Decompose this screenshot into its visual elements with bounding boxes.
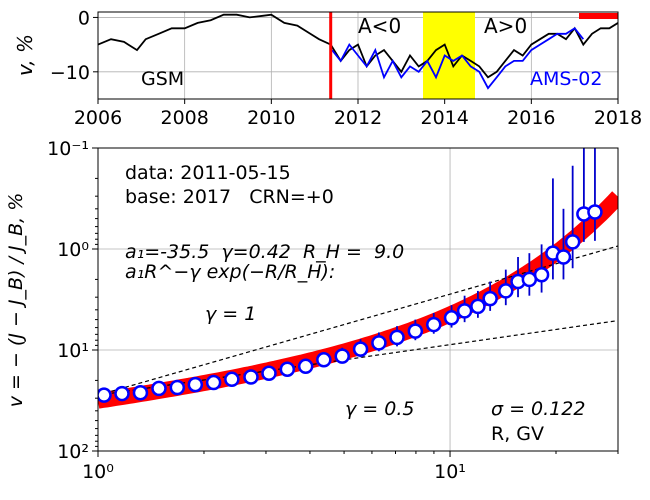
data-point	[132, 384, 149, 401]
series-line-ams-02	[331, 27, 585, 90]
legend-ams02: AMS-02	[530, 68, 602, 90]
info-params: a₁=-35.5 γ=0.42 R_H = 9.0	[125, 241, 404, 263]
bottom-x-tick-label: 10¹	[434, 461, 466, 483]
data-point	[224, 371, 240, 388]
data-point	[114, 385, 130, 402]
label-sigma: σ = 0.122	[491, 398, 585, 420]
bottom-x-tick-label: 10⁰	[82, 461, 114, 483]
guide-line-gamma-0.5	[98, 319, 618, 396]
data-point	[187, 376, 204, 393]
guide-line-gamma-1	[98, 245, 618, 396]
label-neg-polarity: A<0	[358, 14, 401, 38]
data-point	[352, 341, 369, 357]
rigidity-spectrum-panel: 10⁰ 10¹ 10⁻¹ 10⁰ 10¹ 10² v = − (J − J_B) / J_…	[5, 138, 619, 483]
top-ylabel: v, %	[13, 34, 37, 76]
label-gamma-0.5: γ = 0.5	[345, 398, 414, 420]
label-pos-polarity: A>0	[484, 14, 527, 38]
info-base: base: 2017 CRN=+0	[125, 186, 334, 208]
top-x-tick-label: 2008	[160, 107, 208, 129]
data-point	[316, 352, 332, 368]
top-x-tick-label: 2018	[594, 107, 642, 129]
bottom-y-tick-label: 10¹	[57, 340, 89, 362]
data-point	[456, 303, 473, 319]
data-point	[426, 316, 442, 333]
top-x-tick-label: 2006	[74, 107, 122, 129]
time-series-panel: 2006 2008 2010 2012 2014 2016 2018 0 −10 v, % A<…	[13, 7, 642, 129]
info-formula: a₁R^−γ exp(−R/R_H):	[125, 261, 335, 283]
data-point	[498, 283, 514, 299]
bottom-y-tick-label: 10⁰	[57, 239, 89, 261]
data-point	[470, 298, 486, 315]
base-period-bar	[579, 13, 618, 19]
top-x-tick-label: 2016	[507, 107, 555, 129]
data-point	[169, 379, 186, 396]
data-point	[297, 358, 314, 375]
data-point	[533, 267, 550, 283]
top-ticks: 2006 2008 2010 2012 2014 2016 2018 0 −10	[50, 7, 642, 129]
top-series-group	[98, 13, 618, 90]
data-point	[389, 329, 405, 346]
bottom-ylabel: v = − (J − J_B) / J_B, %	[5, 193, 27, 408]
data-point	[98, 387, 112, 403]
data-point	[407, 323, 424, 339]
data-point	[243, 369, 259, 385]
bottom-xlabel: R, GV	[491, 423, 544, 445]
data-point	[482, 290, 498, 307]
data-point	[261, 365, 277, 382]
label-gamma-1: γ = 1	[205, 303, 256, 325]
data-point	[279, 361, 296, 377]
data-point	[334, 348, 350, 364]
data-point	[371, 335, 387, 351]
fit-curve-band	[98, 191, 618, 409]
info-data-date: data: 2011-05-15	[125, 162, 291, 184]
data-point	[555, 249, 572, 265]
top-y-tick-label: 0	[78, 7, 90, 29]
top-x-tick-label: 2014	[420, 107, 468, 129]
bottom-y-tick-label: 10²	[57, 441, 89, 463]
bottom-y-tick-label: 10⁻¹	[47, 138, 89, 160]
bottom-ticks: 10⁰ 10¹ 10⁻¹ 10⁰ 10¹ 10²	[47, 138, 619, 483]
data-point	[564, 234, 581, 250]
data-points	[98, 204, 603, 403]
top-x-tick-label: 2012	[334, 107, 382, 129]
data-point	[205, 374, 222, 391]
top-x-tick-label: 2010	[247, 107, 295, 129]
data-point	[443, 310, 460, 326]
legend-gsm: GSM	[141, 68, 184, 90]
data-point	[587, 204, 603, 220]
top-y-tick-label: −10	[50, 62, 90, 84]
bottom-plot-frame	[97, 147, 619, 452]
data-point	[151, 380, 167, 397]
